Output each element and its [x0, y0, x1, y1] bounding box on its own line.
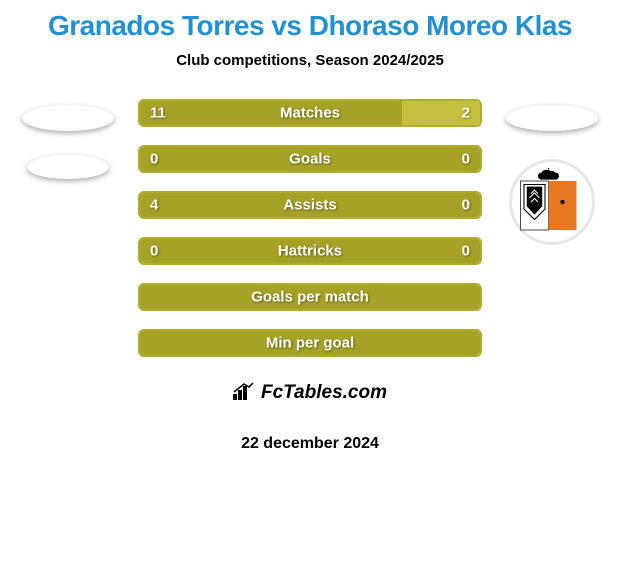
bar-label: Matches — [280, 105, 340, 122]
right-player-badges — [502, 99, 602, 245]
bar-label: Goals per match — [251, 289, 369, 306]
bar-value-right: 0 — [462, 197, 470, 214]
site-logo: FcTables.com — [208, 369, 412, 417]
bar-value-left: 11 — [150, 105, 166, 122]
left-player-badges — [18, 99, 118, 203]
bar-value-right: 0 — [462, 243, 470, 260]
bar-label: Hattricks — [278, 243, 342, 260]
stats-bars: 11 2 Matches 0 0 Goals 4 0 Assists 0 0 Hattricks Goa… — [138, 99, 482, 357]
bar-value-right: 2 — [462, 105, 470, 122]
bar-label: Min per goal — [266, 335, 354, 352]
stat-bar-goals-per-match: Goals per match — [138, 283, 482, 311]
bar-value-left: 0 — [150, 151, 158, 168]
stat-bar-matches: 11 2 Matches — [138, 99, 482, 127]
bar-label: Assists — [283, 197, 336, 214]
site-logo-text: FcTables.com — [261, 382, 387, 404]
bar-label: Goals — [289, 151, 331, 168]
club-photo-placeholder-left — [27, 155, 109, 179]
bar-fill-left — [140, 101, 402, 125]
player-photo-placeholder-left — [22, 105, 114, 131]
club-badge-right — [509, 159, 595, 245]
stat-bar-min-per-goal: Min per goal — [138, 329, 482, 357]
stat-bar-goals: 0 0 Goals — [138, 145, 482, 173]
club-crest-icon — [517, 167, 587, 237]
date: 22 december 2024 — [241, 435, 379, 453]
bar-value-left: 0 — [150, 243, 158, 260]
main-area: 11 2 Matches 0 0 Goals 4 0 Assists 0 0 Hattricks Goa… — [0, 99, 620, 357]
stat-bar-hattricks: 0 0 Hattricks — [138, 237, 482, 265]
chart-icon — [233, 382, 255, 405]
player-photo-placeholder-right — [506, 105, 598, 131]
subtitle: Club competitions, Season 2024/2025 — [176, 52, 444, 69]
page-title: Granados Torres vs Dhoraso Moreo Klas — [48, 10, 572, 42]
bar-value-right: 0 — [462, 151, 470, 168]
bar-value-left: 4 — [150, 197, 158, 214]
stat-bar-assists: 4 0 Assists — [138, 191, 482, 219]
